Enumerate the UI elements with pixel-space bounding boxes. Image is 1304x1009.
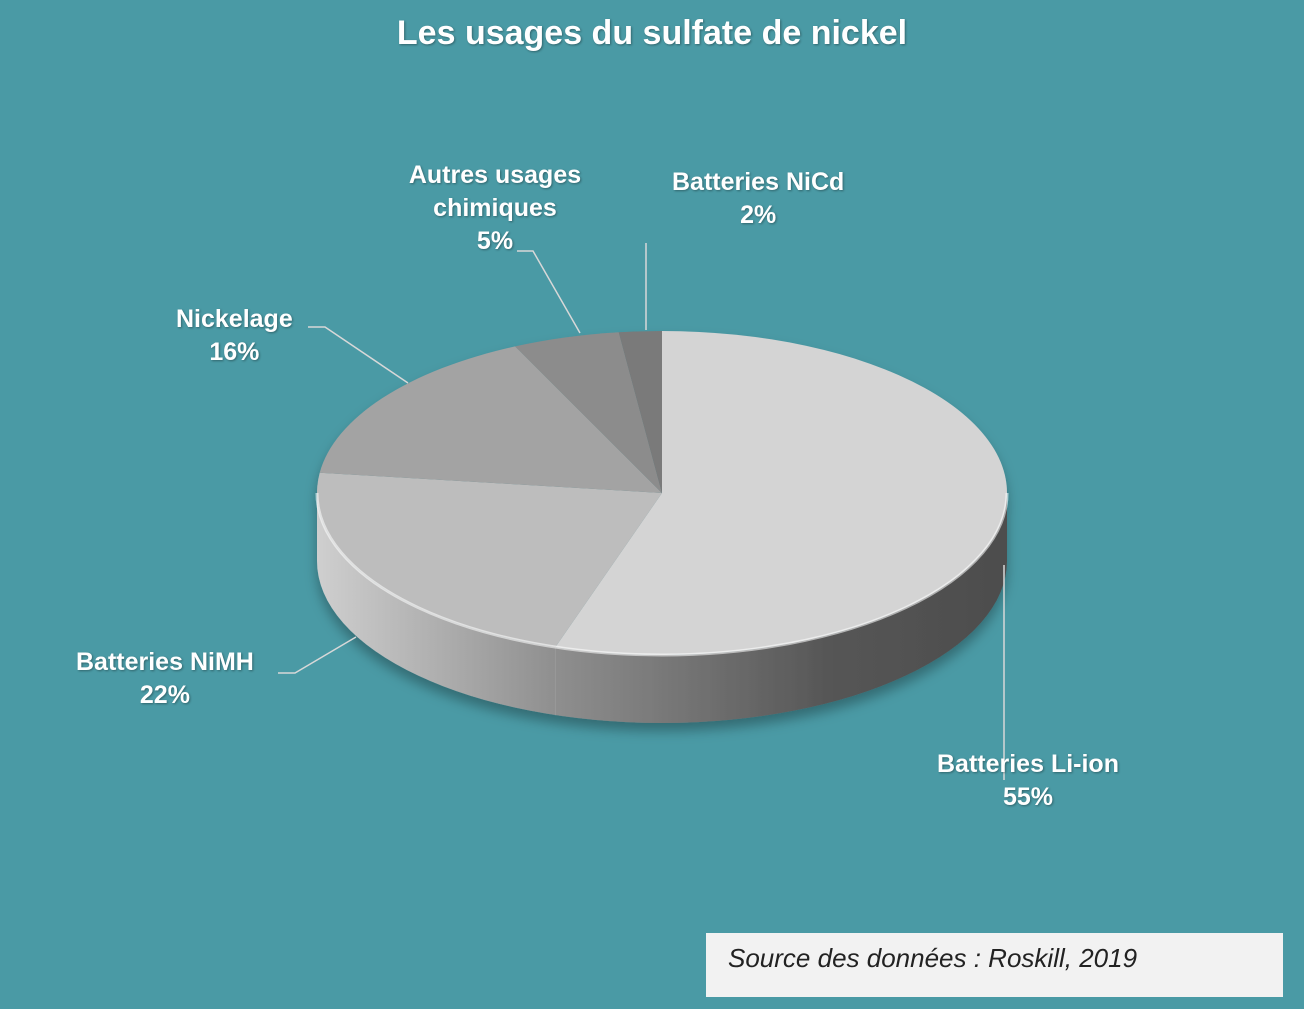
data-label-autres: Autres usages chimiques 5% xyxy=(408,161,582,255)
leader-line-nimh xyxy=(278,636,357,674)
leader-lines xyxy=(278,243,1005,780)
source-note: Source des données : Roskill, 2019 xyxy=(706,933,1283,997)
pie-rim xyxy=(315,492,1009,657)
data-label-nimh: Batteries NiMH 22% xyxy=(76,648,254,709)
pie-slice-2 xyxy=(319,346,662,493)
leader-line-autres xyxy=(517,250,581,334)
chart-title: Les usages du sulfate de nickel xyxy=(396,14,908,52)
data-label-li-ion: Batteries Li-ion 55% xyxy=(937,750,1119,811)
pie-side xyxy=(317,493,1007,723)
leader-line-nickelage xyxy=(308,326,409,384)
pie-slice-0 xyxy=(555,331,1007,655)
pie-slice-4 xyxy=(618,331,662,493)
pie-slice-1 xyxy=(317,472,662,648)
pie-slice-3 xyxy=(515,332,662,493)
data-label-nickelage: Nickelage 16% xyxy=(176,305,293,366)
data-label-nicd: Batteries NiCd 2% xyxy=(672,168,845,229)
